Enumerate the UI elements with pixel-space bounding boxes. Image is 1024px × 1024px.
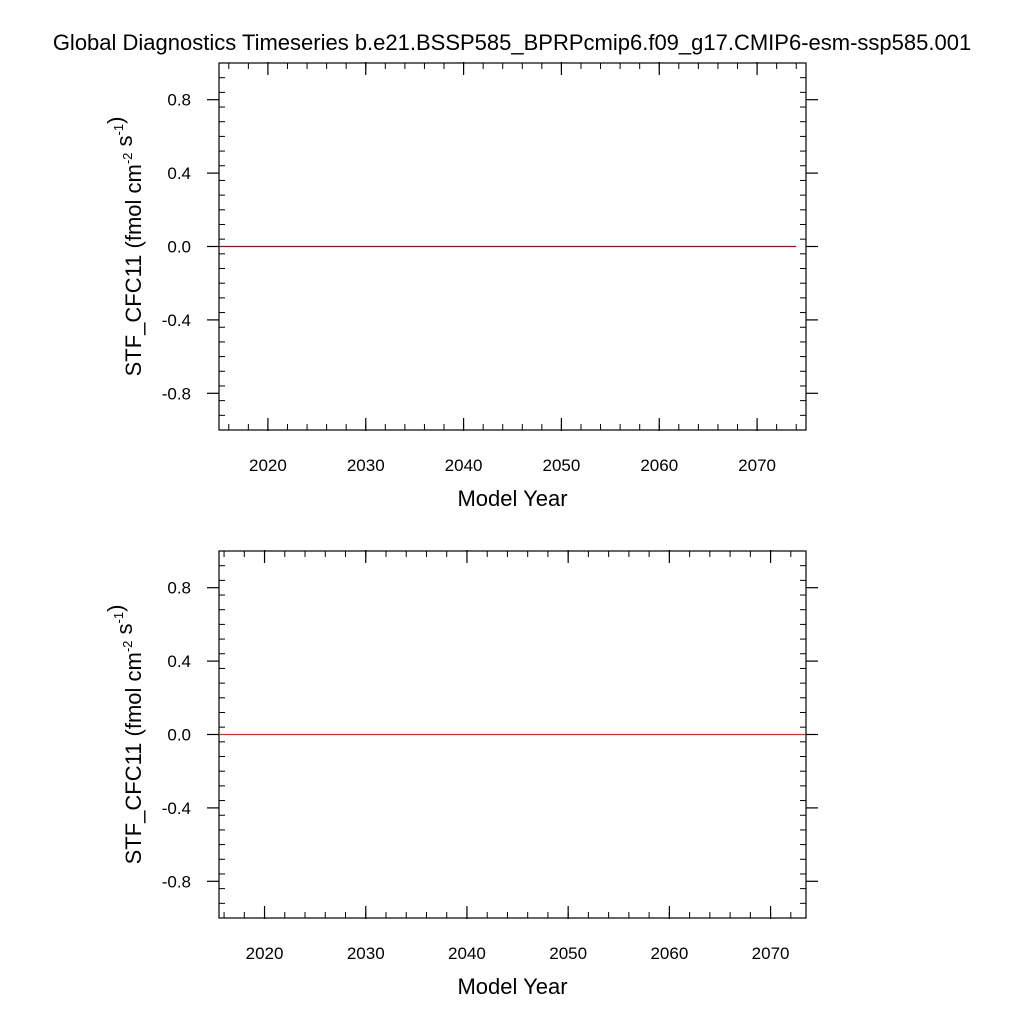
x-tick-label: 2020 <box>246 944 284 963</box>
x-tick-label: 2030 <box>347 456 385 475</box>
y-axis-label: STF_CFC11 (fmol cm-2 s-1) <box>103 117 146 377</box>
x-tick-label: 2040 <box>445 456 483 475</box>
x-tick-label: 2050 <box>543 456 581 475</box>
y-axis-label-part: STF_CFC11 (fmol cm <box>121 164 146 376</box>
y-tick-label: -0.8 <box>162 872 191 891</box>
y-tick-label: 0.8 <box>167 91 191 110</box>
y-tick-label: -0.4 <box>162 311 191 330</box>
x-tick-label: 2030 <box>347 944 385 963</box>
chart-panel-2: 2020 2030 2040 2050 2060 2070 0.8 0.4 0.0 -0.4 -0.… <box>103 550 818 999</box>
x-tick-label: 2040 <box>448 944 486 963</box>
y-tick-label: 0.0 <box>167 726 191 745</box>
y-axis-label-part: ) <box>103 605 128 612</box>
y-axis-label-superscript: -2 <box>120 641 135 653</box>
y-tick-label: 0.4 <box>167 652 191 671</box>
x-tick-label: 2050 <box>549 944 587 963</box>
y-axis-label-superscript: -1 <box>111 124 126 136</box>
y-axis-label-superscript: -2 <box>120 153 135 165</box>
y-axis-label-superscript: -1 <box>111 612 126 624</box>
y-axis-label: STF_CFC11 (fmol cm-2 s-1) <box>103 605 146 865</box>
y-axis-label-part: ) <box>103 117 128 124</box>
x-axis-label: Model Year <box>457 486 567 511</box>
y-axis-label-part: s <box>112 623 137 640</box>
y-axis-label-part: s <box>112 135 137 152</box>
figure-title: Global Diagnostics Timeseries b.e21.BSSP… <box>53 30 971 55</box>
y-tick-label: 0.0 <box>167 238 191 257</box>
x-axis-label: Model Year <box>457 974 567 999</box>
y-axis-label-part: STF_CFC11 (fmol cm <box>121 652 146 864</box>
x-tick-label: 2070 <box>752 944 790 963</box>
chart-panel-1: 2020 2030 2040 2050 2060 2070 0.8 0.4 0.0 -0.4 -0.… <box>103 62 818 511</box>
x-tick-label: 2020 <box>249 456 287 475</box>
y-tick-label: -0.4 <box>162 799 191 818</box>
x-tick-label: 2060 <box>650 944 688 963</box>
x-tick-label: 2060 <box>640 456 678 475</box>
panels: 2020 2030 2040 2050 2060 2070 0.8 0.4 0.0 -0.4 -0.… <box>103 62 818 999</box>
y-tick-label: 0.8 <box>167 579 191 598</box>
y-tick-label: -0.8 <box>162 384 191 403</box>
x-tick-label: 2070 <box>738 456 776 475</box>
y-tick-label: 0.4 <box>167 164 191 183</box>
